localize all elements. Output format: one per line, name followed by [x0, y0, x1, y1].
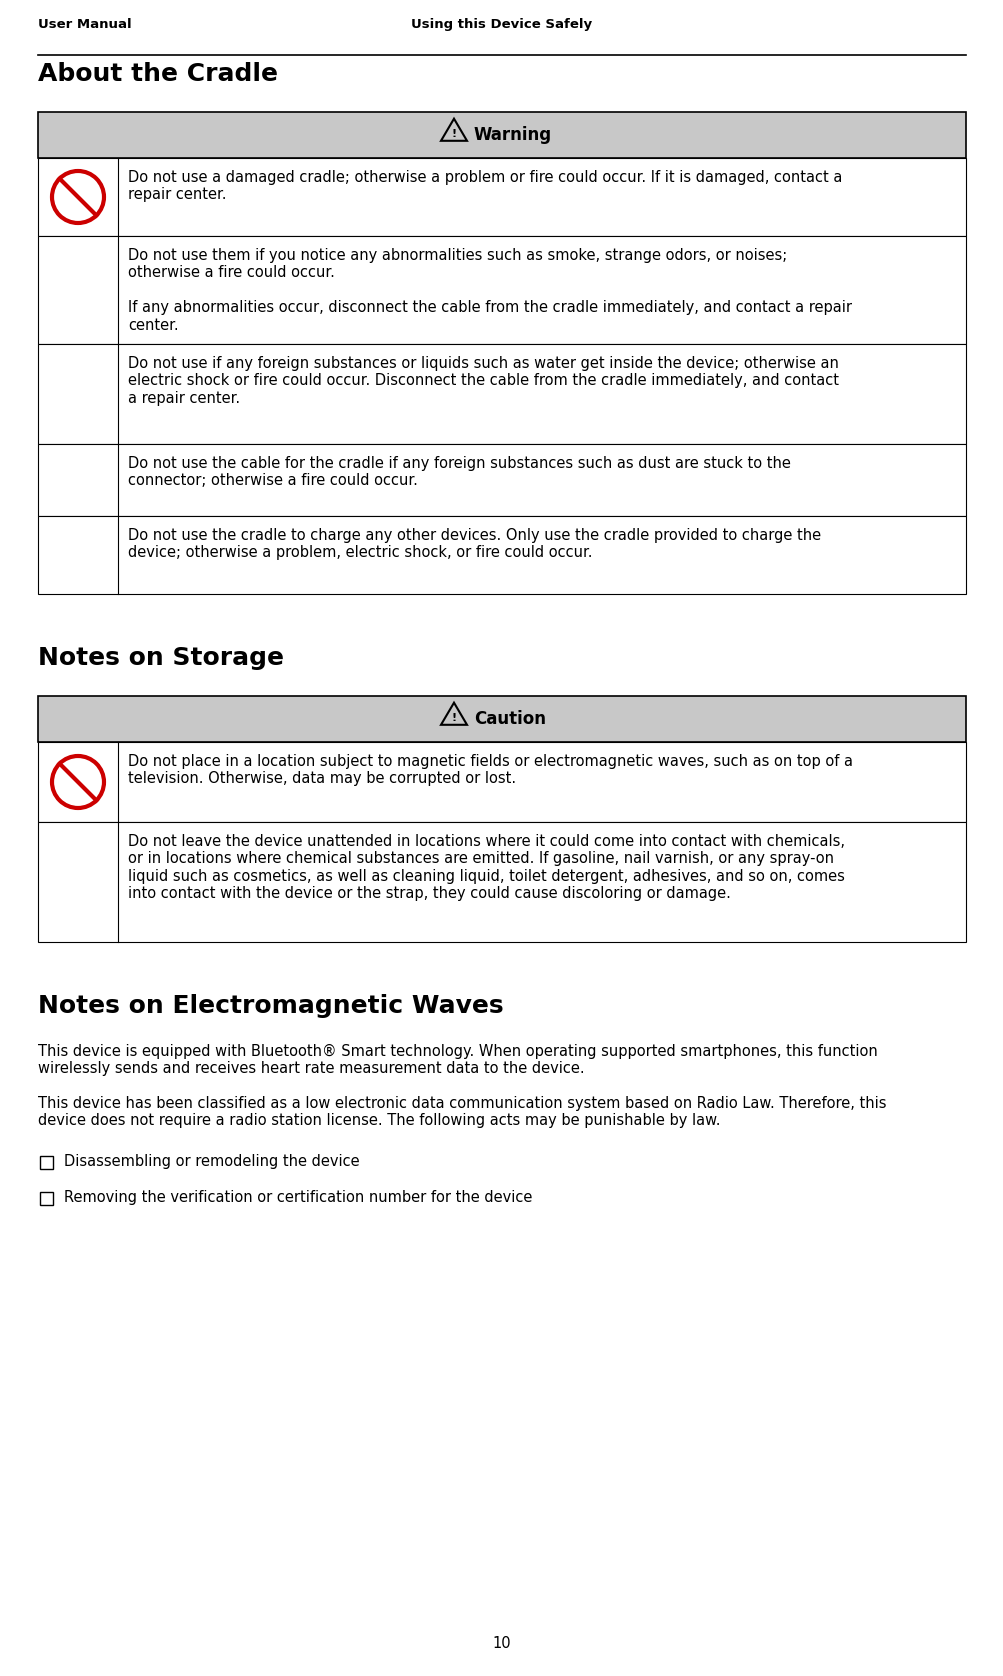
Text: !: !	[451, 714, 456, 724]
Text: Do not leave the device unattended in locations where it could come into contact: Do not leave the device unattended in lo…	[127, 835, 845, 902]
Text: User Manual: User Manual	[38, 18, 131, 30]
Text: Do not use the cradle to charge any other devices. Only use the cradle provided : Do not use the cradle to charge any othe…	[127, 528, 820, 560]
FancyBboxPatch shape	[38, 444, 965, 516]
Text: Do not use the cable for the cradle if any foreign substances such as dust are s: Do not use the cable for the cradle if a…	[127, 456, 790, 488]
FancyBboxPatch shape	[38, 344, 965, 444]
Text: This device is equipped with Bluetooth® Smart technology. When operating support: This device is equipped with Bluetooth® …	[38, 1044, 877, 1076]
FancyBboxPatch shape	[38, 158, 965, 236]
Text: Disassembling or remodeling the device: Disassembling or remodeling the device	[64, 1155, 359, 1168]
FancyBboxPatch shape	[40, 1156, 53, 1168]
Text: Do not use if any foreign substances or liquids such as water get inside the dev: Do not use if any foreign substances or …	[127, 355, 839, 406]
Text: Using this Device Safely: Using this Device Safely	[411, 18, 592, 30]
Text: About the Cradle: About the Cradle	[38, 62, 278, 85]
FancyBboxPatch shape	[38, 236, 965, 344]
Text: Do not use them if you notice any abnormalities such as smoke, strange odors, or: Do not use them if you notice any abnorm…	[127, 248, 852, 332]
Text: Do not use a damaged cradle; otherwise a problem or fire could occur. If it is d: Do not use a damaged cradle; otherwise a…	[127, 169, 842, 203]
Text: Removing the verification or certification number for the device: Removing the verification or certificati…	[64, 1190, 532, 1205]
Text: This device has been classified as a low electronic data communication system ba: This device has been classified as a low…	[38, 1096, 886, 1128]
FancyBboxPatch shape	[38, 742, 965, 821]
FancyBboxPatch shape	[40, 1192, 53, 1205]
Text: Notes on Electromagnetic Waves: Notes on Electromagnetic Waves	[38, 994, 504, 1017]
Text: 10: 10	[492, 1636, 511, 1651]
Text: Do not place in a location subject to magnetic fields or electromagnetic waves, : Do not place in a location subject to ma…	[127, 754, 853, 786]
Text: !: !	[451, 129, 456, 139]
Text: Caution: Caution	[473, 711, 546, 727]
FancyBboxPatch shape	[38, 821, 965, 942]
FancyBboxPatch shape	[38, 696, 965, 742]
FancyBboxPatch shape	[38, 516, 965, 593]
FancyBboxPatch shape	[38, 112, 965, 158]
Text: Warning: Warning	[473, 126, 552, 144]
Text: Notes on Storage: Notes on Storage	[38, 645, 284, 670]
